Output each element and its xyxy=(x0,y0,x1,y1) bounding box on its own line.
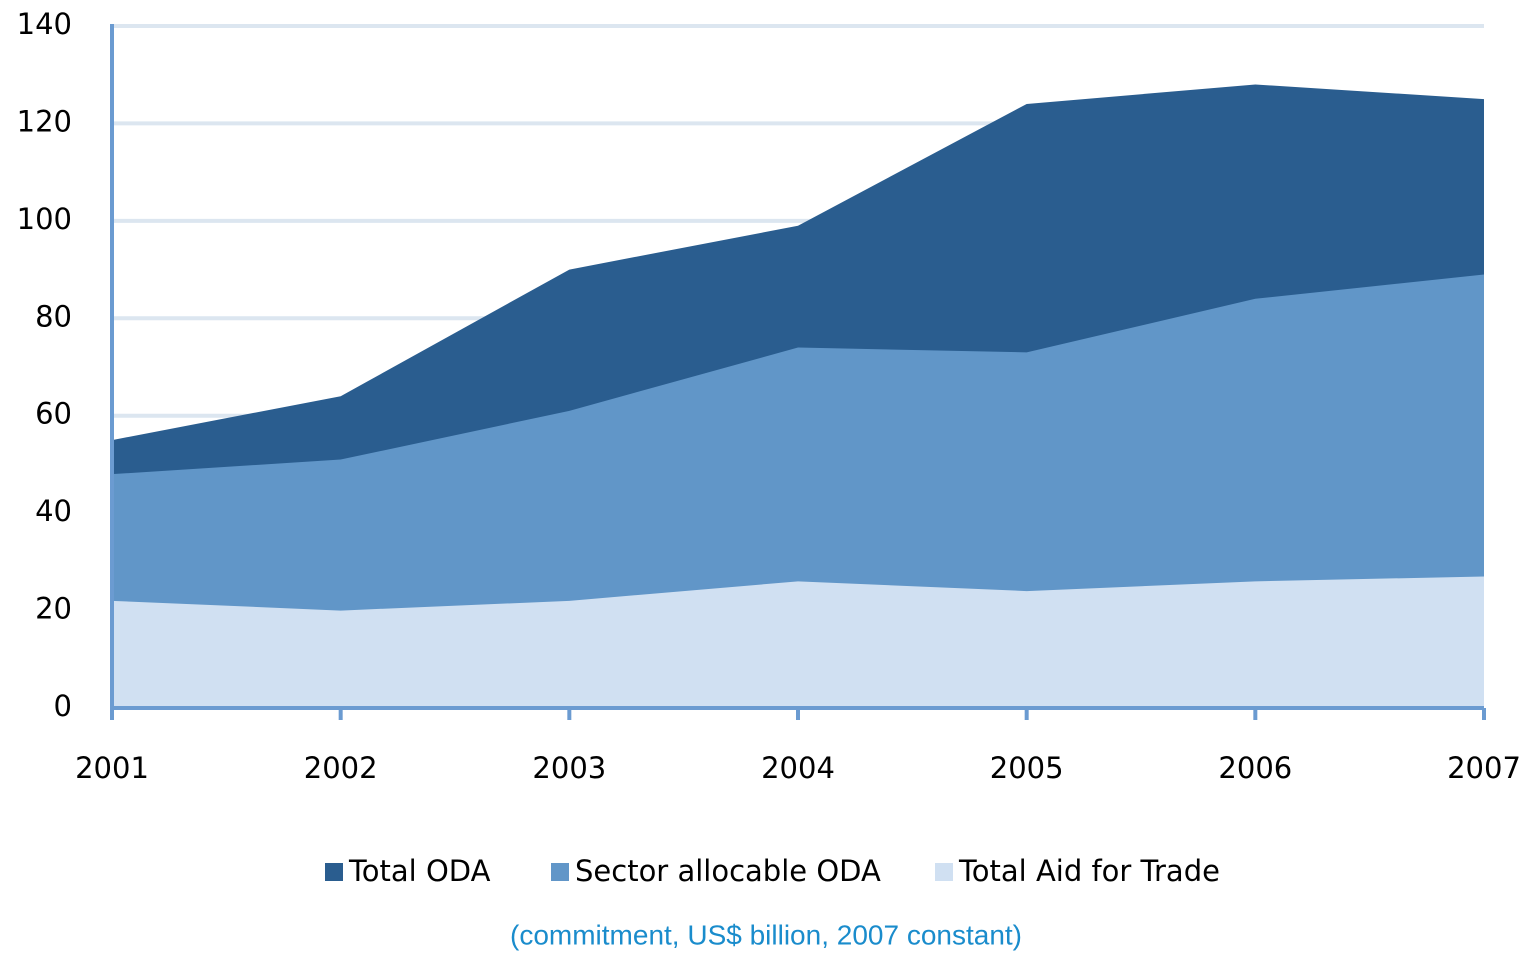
x-tick-label: 2003 xyxy=(532,751,606,785)
legend-label: Total Aid for Trade xyxy=(958,854,1220,888)
y-tick-label: 80 xyxy=(35,299,72,333)
y-tick-label: 20 xyxy=(35,592,72,626)
x-tick-label: 2002 xyxy=(304,751,378,785)
chart-subtitle: (commitment, US$ billion, 2007 constant) xyxy=(510,919,1022,950)
legend-swatch xyxy=(551,863,569,881)
y-tick-label: 100 xyxy=(17,202,72,236)
x-tick-label: 2006 xyxy=(1218,751,1292,785)
y-tick-label: 40 xyxy=(35,494,72,528)
legend-label: Sector allocable ODA xyxy=(575,854,881,888)
x-tick-label: 2005 xyxy=(990,751,1064,785)
x-tick-label: 2004 xyxy=(761,751,835,785)
y-tick-label: 120 xyxy=(17,104,72,138)
legend-label: Total ODA xyxy=(348,854,491,888)
x-tick-label: 2007 xyxy=(1447,751,1521,785)
x-tick-label: 2001 xyxy=(75,751,149,785)
area xyxy=(112,576,1484,708)
legend-swatch xyxy=(325,863,343,881)
y-tick-label: 140 xyxy=(17,7,72,41)
y-tick-label: 60 xyxy=(35,397,72,431)
y-tick-label: 0 xyxy=(54,689,72,723)
legend-swatch xyxy=(935,863,953,881)
